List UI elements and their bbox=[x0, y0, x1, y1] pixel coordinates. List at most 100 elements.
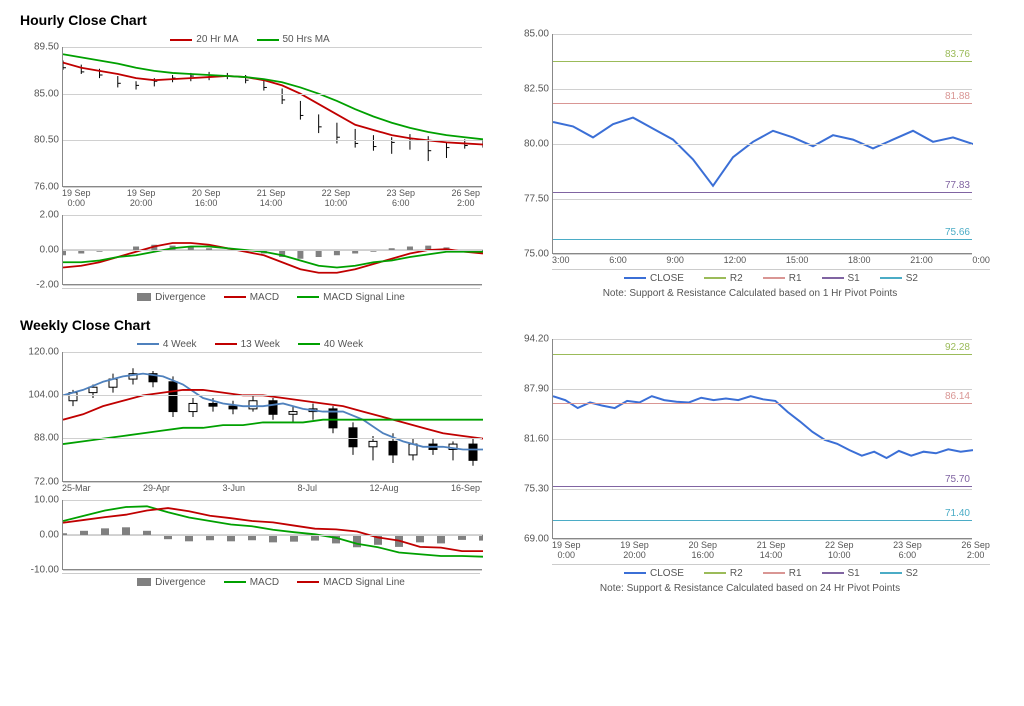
legend-label: S2 bbox=[906, 273, 918, 284]
weekly-title: Weekly Close Chart bbox=[20, 317, 1004, 333]
legend-item: R2 bbox=[704, 273, 743, 284]
x-tick-label: 9:00 bbox=[666, 256, 684, 266]
y-tick-label: -2.00 bbox=[23, 279, 59, 290]
x-tick-label: 20 Sep16:00 bbox=[688, 541, 717, 561]
legend-item: MACD Signal Line bbox=[297, 292, 405, 303]
weekly-pivot-chart: 69.0075.3081.6087.9094.2092.2886.1475.70… bbox=[552, 339, 972, 539]
y-tick-label: 72.00 bbox=[23, 476, 59, 487]
legend-swatch bbox=[624, 277, 646, 279]
level-line-s2 bbox=[553, 239, 972, 240]
hourly-pivot-legend: CLOSE R2 R1 S1 S2 bbox=[552, 269, 990, 284]
y-tick-label: 85.00 bbox=[513, 29, 549, 40]
y-tick-label: 120.00 bbox=[23, 346, 59, 357]
legend-swatch bbox=[297, 581, 319, 583]
x-tick-label: 3:00 bbox=[552, 256, 570, 266]
x-tick-label: 21 Sep14:00 bbox=[257, 189, 286, 209]
y-tick-label: 10.00 bbox=[23, 494, 59, 505]
hourly-macd-chart: -2.000.002.00 bbox=[62, 215, 482, 285]
legend-label: MACD bbox=[250, 292, 279, 303]
level-label-s2: 71.40 bbox=[945, 508, 970, 519]
legend-swatch bbox=[297, 296, 319, 298]
y-tick-label: 85.00 bbox=[23, 88, 59, 99]
x-tick-label: 19 Sep0:00 bbox=[62, 189, 91, 209]
x-tick-label: 15:00 bbox=[786, 256, 809, 266]
legend-swatch bbox=[763, 277, 785, 279]
legend-swatch bbox=[224, 296, 246, 298]
legend-item: Divergence bbox=[137, 577, 206, 588]
x-tick-label: 6:00 bbox=[609, 256, 627, 266]
x-tick-label: 16-Sep bbox=[451, 484, 480, 494]
legend-label: CLOSE bbox=[650, 568, 684, 579]
legend-item: S2 bbox=[880, 273, 918, 284]
level-label-s2: 75.66 bbox=[945, 227, 970, 238]
legend-swatch bbox=[298, 343, 320, 345]
hourly-pivot-chart: 75.0077.5080.0082.5085.0083.7681.8877.83… bbox=[552, 34, 972, 254]
legend-label: S2 bbox=[906, 568, 918, 579]
weekly-price-chart: 72.0088.00104.00120.00 bbox=[62, 352, 482, 482]
weekly-price-xaxis: 25-Mar29-Apr3-Jun8-Jul12-Aug16-Sep bbox=[62, 484, 480, 494]
legend-item: S1 bbox=[822, 273, 860, 284]
hourly-row: 20 Hr MA50 Hrs MA 76.0080.5085.0089.50 1… bbox=[20, 34, 1004, 305]
legend-swatch bbox=[704, 277, 726, 279]
x-tick-label: 3-Jun bbox=[222, 484, 245, 494]
legend-label: MACD bbox=[250, 577, 279, 588]
level-label-r1: 81.88 bbox=[945, 91, 970, 102]
x-tick-label: 26 Sep2:00 bbox=[961, 541, 990, 561]
legend-swatch bbox=[215, 343, 237, 345]
y-tick-label: 2.00 bbox=[23, 209, 59, 220]
y-tick-label: 77.50 bbox=[513, 194, 549, 205]
level-line-r1 bbox=[553, 403, 972, 404]
legend-item: S1 bbox=[822, 568, 860, 579]
legend-label: 13 Week bbox=[241, 339, 280, 350]
level-label-s1: 77.83 bbox=[945, 180, 970, 191]
legend-item: MACD Signal Line bbox=[297, 577, 405, 588]
legend-item: 13 Week bbox=[215, 339, 280, 350]
x-tick-label: 21 Sep14:00 bbox=[757, 541, 786, 561]
legend-label: R2 bbox=[730, 273, 743, 284]
x-tick-label: 21:00 bbox=[910, 256, 933, 266]
legend-item: R2 bbox=[704, 568, 743, 579]
weekly-macd-legend: Divergence MACD MACD Signal Line bbox=[62, 573, 480, 588]
legend-label: 20 Hr MA bbox=[196, 34, 238, 45]
legend-item: CLOSE bbox=[624, 273, 684, 284]
x-tick-label: 19 Sep20:00 bbox=[620, 541, 649, 561]
x-tick-label: 22 Sep10:00 bbox=[825, 541, 854, 561]
level-label-r2: 92.28 bbox=[945, 342, 970, 353]
hourly-price-legend: 20 Hr MA 50 Hrs MA bbox=[20, 34, 480, 45]
legend-item: 4 Week bbox=[137, 339, 197, 350]
weekly-pivot-xaxis: 19 Sep0:0019 Sep20:0020 Sep16:0021 Sep14… bbox=[552, 541, 990, 561]
y-tick-label: 76.00 bbox=[23, 182, 59, 193]
level-line-r2 bbox=[553, 354, 972, 355]
weekly-pivot-note: Note: Support & Resistance Calculated ba… bbox=[510, 583, 990, 594]
legend-label: MACD Signal Line bbox=[323, 292, 405, 303]
y-tick-label: 75.30 bbox=[513, 483, 549, 494]
legend-label: R1 bbox=[789, 273, 802, 284]
x-tick-label: 0:00 bbox=[972, 256, 990, 266]
legend-label: R1 bbox=[789, 568, 802, 579]
legend-label: CLOSE bbox=[650, 273, 684, 284]
legend-swatch bbox=[880, 277, 902, 279]
legend-swatch bbox=[137, 578, 151, 586]
legend-item: MACD bbox=[224, 292, 279, 303]
x-tick-label: 25-Mar bbox=[62, 484, 91, 494]
y-tick-label: 82.50 bbox=[513, 84, 549, 95]
legend-label: 4 Week bbox=[163, 339, 197, 350]
level-line-s1 bbox=[553, 192, 972, 193]
level-label-s1: 75.70 bbox=[945, 473, 970, 484]
legend-swatch bbox=[624, 572, 646, 574]
hourly-pivot-note: Note: Support & Resistance Calculated ba… bbox=[510, 288, 990, 299]
weekly-row: 4 Week 13 Week 40 Week 72.0088.00104.00120… bbox=[20, 339, 1004, 594]
legend-swatch bbox=[822, 572, 844, 574]
x-tick-label: 8-Jul bbox=[297, 484, 317, 494]
legend-item: R1 bbox=[763, 273, 802, 284]
y-tick-label: 104.00 bbox=[23, 390, 59, 401]
x-tick-label: 20 Sep16:00 bbox=[192, 189, 221, 209]
x-tick-label: 12-Aug bbox=[369, 484, 398, 494]
legend-item: S2 bbox=[880, 568, 918, 579]
y-tick-label: 75.00 bbox=[513, 249, 549, 260]
legend-label: 40 Week bbox=[324, 339, 363, 350]
legend-item: 50 Hrs MA bbox=[257, 34, 330, 45]
legend-label: S1 bbox=[848, 273, 860, 284]
legend-swatch bbox=[704, 572, 726, 574]
level-label-r2: 83.76 bbox=[945, 49, 970, 60]
